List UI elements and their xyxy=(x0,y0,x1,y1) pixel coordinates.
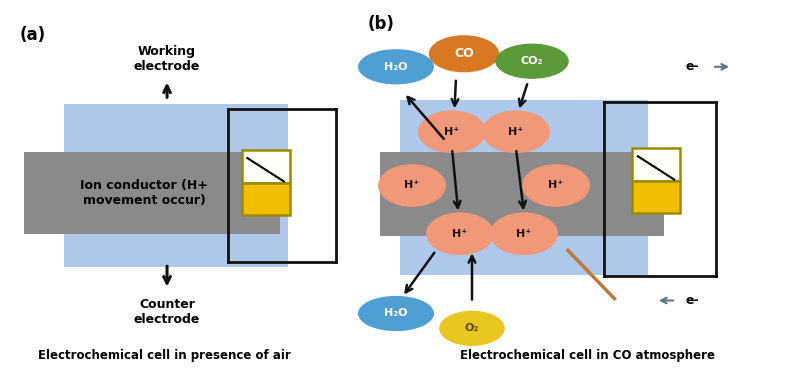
Text: H⁺: H⁺ xyxy=(453,229,467,239)
Ellipse shape xyxy=(358,49,434,85)
Text: e-: e- xyxy=(685,294,699,307)
Text: O₂: O₂ xyxy=(465,324,479,333)
Bar xyxy=(64,104,288,267)
Text: H⁺: H⁺ xyxy=(549,181,563,190)
Text: H₂O: H₂O xyxy=(384,309,408,318)
Ellipse shape xyxy=(522,164,590,207)
Text: H₂O: H₂O xyxy=(384,62,408,72)
Ellipse shape xyxy=(426,212,494,255)
Text: Electrochemical cell in CO atmosphere: Electrochemical cell in CO atmosphere xyxy=(461,349,715,362)
Text: H⁺: H⁺ xyxy=(405,181,419,190)
Ellipse shape xyxy=(358,296,434,331)
Text: (a): (a) xyxy=(20,26,46,44)
Text: H⁺: H⁺ xyxy=(509,127,523,137)
Text: Working
electrode: Working electrode xyxy=(134,45,200,73)
Bar xyxy=(242,183,290,215)
Bar xyxy=(380,152,664,236)
Ellipse shape xyxy=(482,111,550,153)
Text: Counter
electrode: Counter electrode xyxy=(134,298,200,326)
Ellipse shape xyxy=(490,212,558,255)
Ellipse shape xyxy=(418,111,486,153)
Text: CO: CO xyxy=(454,47,474,60)
Text: H⁺: H⁺ xyxy=(445,127,459,137)
Ellipse shape xyxy=(378,164,446,207)
Text: Electrochemical cell in presence of air: Electrochemical cell in presence of air xyxy=(38,349,290,362)
Bar xyxy=(632,148,680,181)
Ellipse shape xyxy=(495,44,569,79)
Text: e-: e- xyxy=(685,60,699,73)
Text: H⁺: H⁺ xyxy=(517,229,531,239)
Bar xyxy=(242,150,290,183)
Bar xyxy=(400,100,648,275)
Ellipse shape xyxy=(439,311,505,346)
Text: (b): (b) xyxy=(368,15,395,33)
Ellipse shape xyxy=(429,35,499,72)
Bar xyxy=(632,181,680,213)
Text: CO₂: CO₂ xyxy=(521,56,543,66)
Bar xyxy=(24,152,280,234)
Text: Ion conductor (H+
movement occur): Ion conductor (H+ movement occur) xyxy=(80,179,208,207)
